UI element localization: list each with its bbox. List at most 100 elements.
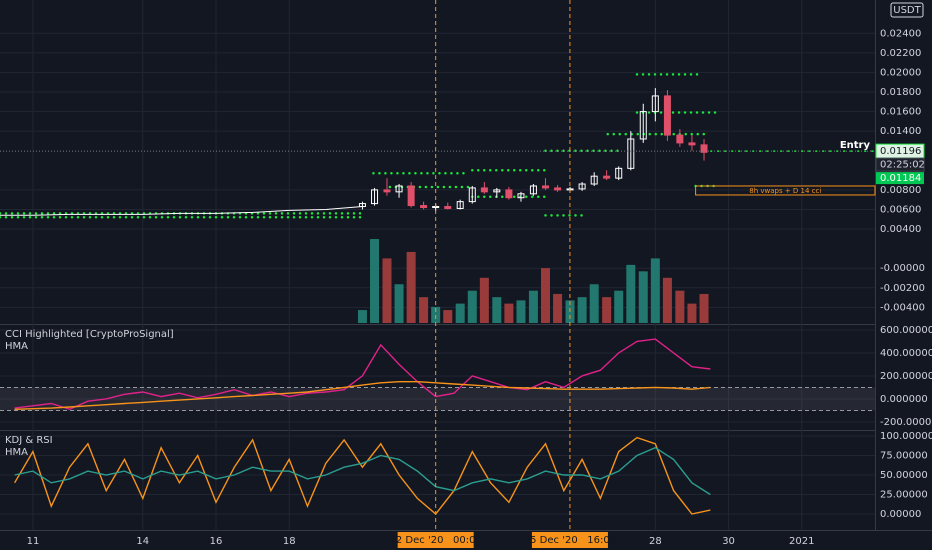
- pane-subtitle: HMA: [5, 447, 28, 458]
- volume-bar: [516, 300, 526, 323]
- indicator-line: [14, 446, 711, 496]
- indicator-line: [14, 381, 711, 410]
- y-tick-label: -0.00000: [880, 263, 925, 274]
- volume-bar: [626, 264, 636, 323]
- pane-subtitle: HMA: [5, 341, 28, 352]
- volume-bar: [492, 297, 502, 323]
- y-tick-label: 100.00000: [880, 431, 932, 442]
- y-tick-label: 0.00600: [880, 204, 921, 215]
- candle-body: [493, 189, 501, 193]
- y-tick-label: 400.000000: [880, 348, 932, 359]
- volume-bar: [541, 268, 551, 323]
- y-tick-label: -200.000000: [880, 417, 932, 428]
- indicator-label: 8h vwaps + D 14 cci: [749, 187, 821, 195]
- candle-body: [651, 95, 659, 113]
- candle-body: [603, 175, 611, 179]
- volume-bar: [675, 290, 685, 323]
- candle-body: [529, 185, 537, 195]
- volume-bar: [614, 290, 624, 323]
- y-tick-label: 0.000000: [880, 394, 928, 405]
- candle-body: [420, 205, 428, 209]
- x-tick-label: 18: [283, 536, 296, 547]
- candle-body: [615, 167, 623, 179]
- volume-bar: [504, 303, 514, 323]
- candle-body: [590, 175, 598, 185]
- volume-bar: [455, 303, 465, 323]
- candle-body: [444, 206, 452, 209]
- currency-box: [890, 2, 924, 18]
- y-tick-label: 0.01600: [880, 107, 921, 118]
- last-price-box: [876, 172, 924, 185]
- volume-bar: [553, 293, 563, 323]
- entry-label: Entry: [840, 140, 871, 151]
- indicator-line: [14, 338, 711, 411]
- crosshair-label: 25 Dec '20 16:00: [524, 535, 616, 546]
- pane-title: CCI Highlighted [CryptoProSignal]: [5, 329, 174, 340]
- candle-body: [578, 183, 586, 190]
- indicator-line: [13, 436, 711, 516]
- candle-body: [358, 203, 366, 208]
- volume-bar: [394, 284, 404, 323]
- volume-bar: [382, 258, 392, 323]
- y-tick-label: 0.00000: [880, 509, 921, 520]
- price-line: [0, 206, 363, 216]
- volume-bar: [577, 297, 587, 323]
- y-tick-label: 0.00800: [880, 185, 921, 196]
- countdown-box: [875, 157, 925, 172]
- y-tick-label: 75.00000: [880, 450, 928, 461]
- entry-price: 0.01196: [880, 146, 921, 157]
- volume-bar: [357, 310, 367, 323]
- last-price: 0.01184: [880, 173, 921, 184]
- volume-bar: [431, 306, 441, 323]
- volume-bar: [467, 290, 477, 323]
- candle-body: [542, 185, 550, 189]
- x-tick-label: 14: [136, 536, 149, 547]
- volume-bar: [589, 284, 599, 323]
- y-tick-label: 0.02200: [880, 48, 921, 59]
- candle-body: [627, 138, 635, 169]
- countdown: 02:25:02: [880, 160, 925, 171]
- candle-body: [663, 95, 671, 136]
- y-tick-label: 0.01400: [880, 126, 921, 137]
- candle-body: [407, 185, 415, 207]
- indicator-box: [695, 185, 876, 196]
- volume-bar: [419, 297, 429, 323]
- y-tick-label: 0.02000: [880, 67, 921, 78]
- y-tick-label: 0.00400: [880, 224, 921, 235]
- x-tick-label: 2021: [789, 536, 814, 547]
- currency: USDT: [893, 5, 921, 16]
- candle-body: [383, 189, 391, 193]
- candle-body: [456, 201, 464, 209]
- candle-body: [517, 193, 525, 199]
- x-tick-label: 30: [722, 536, 735, 547]
- crosshair-box: [397, 532, 474, 548]
- x-tick-label: 28: [649, 536, 662, 547]
- y-tick-label: 0.02400: [880, 28, 921, 39]
- volume-bar: [687, 303, 697, 323]
- volume-bar: [602, 297, 612, 323]
- crosshair-box: [531, 532, 608, 548]
- candle-body: [480, 187, 488, 193]
- volume-bar: [650, 258, 660, 323]
- volume-bar: [479, 277, 489, 323]
- candle-body: [371, 189, 379, 205]
- y-tick-label: 0.01800: [880, 87, 921, 98]
- volume-bar: [638, 271, 648, 323]
- volume-bar: [699, 293, 709, 323]
- candle-body: [700, 144, 708, 153]
- y-tick-label: -0.00400: [880, 302, 925, 313]
- candle-body: [505, 189, 513, 199]
- volume-bar: [528, 290, 538, 323]
- volume-bar: [370, 239, 380, 323]
- candle-body: [676, 134, 684, 144]
- volume-bar: [443, 310, 453, 323]
- x-tick-label: 16: [210, 536, 223, 547]
- y-tick-label: 600.000000: [880, 325, 932, 336]
- crosshair-label: 22 Dec '20 00:00: [390, 535, 482, 546]
- y-tick-label: 50.00000: [880, 470, 928, 481]
- y-tick-label: 25.00000: [880, 490, 928, 501]
- candle-body: [468, 187, 476, 203]
